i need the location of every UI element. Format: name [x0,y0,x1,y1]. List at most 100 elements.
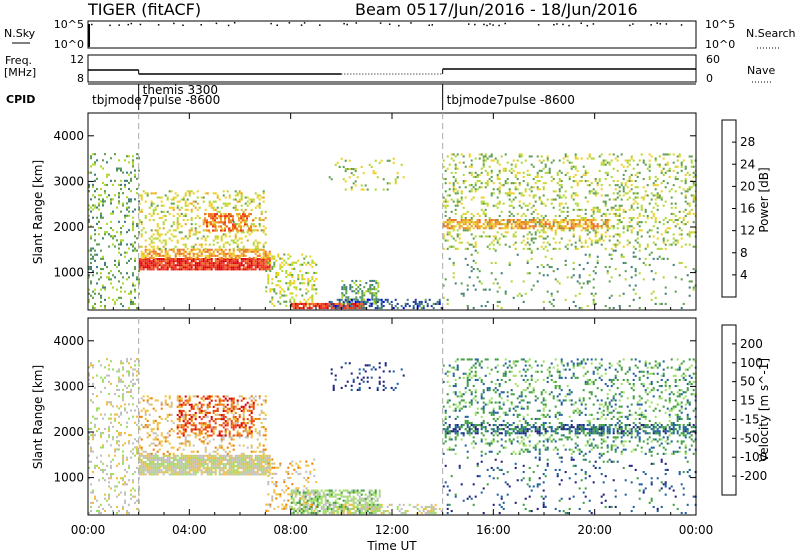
heatmap-cell [524,221,527,224]
heatmap-cell [154,250,157,253]
heatmap-cell [168,413,171,416]
heatmap-cell [234,473,237,476]
heatmap-cell [678,227,681,230]
heatmap-cell [146,399,149,402]
heatmap-cell [450,157,453,160]
heatmap-cell [252,200,255,203]
heatmap-cell [301,294,304,297]
heatmap-cell [668,153,671,156]
heatmap-cell [246,409,249,412]
heatmap-cell [176,397,179,400]
heatmap-cell [186,268,189,271]
heatmap-cell [152,258,155,261]
heatmap-cell [166,231,169,234]
heatmap-cell [198,254,201,257]
heatmap-cell [450,210,453,213]
heatmap-cell [614,233,617,236]
heatmap-cell [232,264,235,267]
heatmap-cell [466,305,469,308]
heatmap-cell [194,231,197,234]
heatmap-cell [536,171,539,174]
heatmap-cell [520,221,523,224]
heatmap-cell [170,190,173,193]
heatmap-cell [660,169,663,172]
heatmap-cell [120,210,122,213]
heatmap-cell [236,432,239,435]
heatmap-cell [484,202,487,205]
heatmap-cell [206,225,208,228]
heatmap-cell [128,198,130,201]
heatmap-cell [546,223,549,226]
heatmap-cell [224,254,227,257]
heatmap-cell [504,192,507,195]
heatmap-cell [170,469,173,472]
heatmap-cell [160,401,163,404]
heatmap-cell [326,307,329,310]
heatmap-cell [164,417,167,420]
heatmap-cell [678,210,681,213]
heatmap-cell [262,219,265,222]
heatmap-cell [538,231,541,234]
heatmap-cell [341,296,344,299]
heatmap-cell [256,465,259,468]
heatmap-cell [172,471,175,474]
heatmap-cell [238,213,240,216]
heatmap-cell [480,196,483,199]
heatmap-cell [530,239,533,242]
heatmap-cell [305,288,308,291]
heatmap-cell [120,233,122,236]
heatmap-cell [252,264,255,267]
heatmap-cell [204,237,207,240]
heatmap-cell [200,440,203,443]
heatmap-cell [250,229,252,232]
heatmap-cell [311,286,314,289]
heatmap-cell [152,264,155,267]
heatmap-cell [116,169,118,172]
heatmap-cell [150,268,153,271]
heatmap-cell [224,225,227,228]
heatmap-cell [246,264,249,267]
heatmap-cell [140,264,143,267]
heatmap-cell [94,190,96,193]
heatmap-cell [196,214,199,217]
heatmap-cell [166,258,169,261]
heatmap-cell [190,454,193,457]
heatmap-cell [172,458,175,461]
heatmap-cell [638,212,641,215]
heatmap-cell [540,202,543,205]
heatmap-cell [662,180,665,183]
heatmap-cell [182,268,185,271]
heatmap-cell [98,198,100,201]
nsky-point [346,23,348,26]
heatmap-cell [186,454,189,457]
heatmap-cell [572,208,575,211]
heatmap-cell [378,298,381,301]
heatmap-cell [264,458,267,461]
heatmap-cell [130,290,132,293]
heatmap-cell [450,225,453,228]
heatmap-cell [375,302,378,305]
heatmap-cell [154,254,157,257]
heatmap-cell [178,262,181,265]
heatmap-cell [248,233,251,236]
heatmap-cell [158,469,161,472]
heatmap-cell [550,302,553,305]
heatmap-cell [180,268,183,271]
heatmap-cell [184,442,187,445]
heatmap-cell [248,260,251,263]
heatmap-cell [212,217,214,220]
heatmap-cell [546,157,549,160]
heatmap-cell [184,268,187,271]
heatmap-cell [258,219,261,222]
heatmap-cell [244,456,247,459]
heatmap-cell [124,179,126,182]
heatmap-cell [626,165,629,168]
heatmap-cell [632,245,635,248]
heatmap-cell [196,465,199,468]
heatmap-cell [164,194,167,197]
heatmap-cell [150,430,153,433]
heatmap-cell [570,223,573,226]
heatmap-cell [580,307,583,310]
heatmap-cell [224,473,227,476]
heatmap-cell [248,461,251,464]
